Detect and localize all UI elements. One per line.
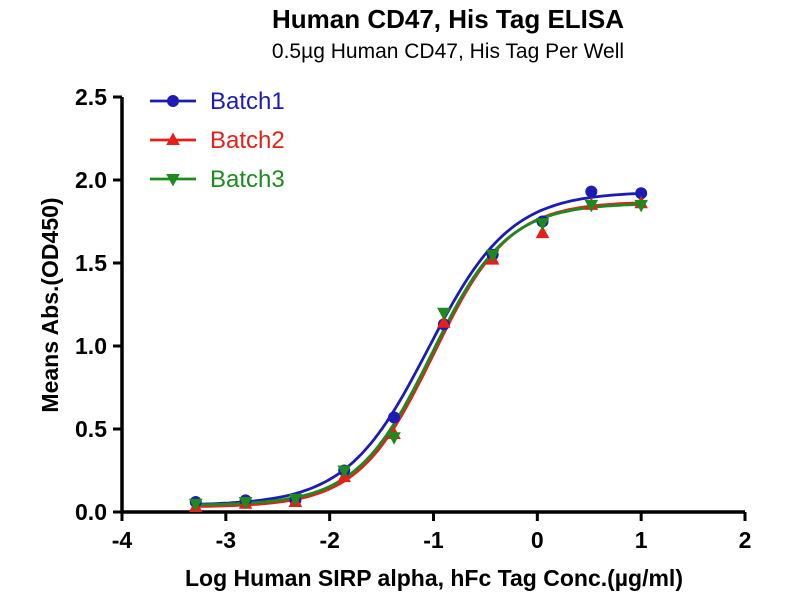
y-tick-label: 0.5 <box>75 416 107 442</box>
legend-label-batch1: Batch1 <box>210 88 285 115</box>
data-point-batch3 <box>188 498 203 512</box>
x-tick-label: 1 <box>635 527 648 553</box>
y-tick-label: 1.5 <box>75 250 107 276</box>
data-point-batch3 <box>437 307 451 321</box>
x-tick-label: -4 <box>112 527 133 553</box>
y-tick-label: 2.5 <box>75 84 107 110</box>
legend-marker-batch1 <box>167 95 179 107</box>
data-point-batch3 <box>485 249 500 263</box>
x-tick-label: 0 <box>531 527 544 553</box>
x-axis-title: Log Human SIRP alpha, hFc Tag Conc.(µg/m… <box>185 565 683 591</box>
data-point-batch1 <box>585 185 598 198</box>
fit-curve-batch2 <box>194 201 642 508</box>
x-tick-label: -2 <box>319 527 339 553</box>
y-tick-label: 0.0 <box>75 499 107 525</box>
data-point-batch1 <box>388 411 401 424</box>
data-point-batch3 <box>535 218 550 231</box>
chart-subtitle: 0.5µg Human CD47, His Tag Per Well <box>272 40 624 63</box>
legend-label-batch2: Batch2 <box>210 127 285 154</box>
x-tick-label: 2 <box>739 527 752 553</box>
data-point-batch3 <box>634 199 648 213</box>
plot-area: 0.0 0.5 1.0 1.5 2.0 2.5 -4 -3 -2 -1 0 1 2 Batch1 Batch… <box>75 84 751 553</box>
y-tick-label: 2.0 <box>75 167 107 193</box>
fit-curve-batch1 <box>194 192 642 506</box>
data-point-batch3 <box>288 493 303 507</box>
legend-label-batch3: Batch3 <box>210 166 285 193</box>
legend-marker-batch2 <box>166 132 180 145</box>
data-point-batch3 <box>584 199 599 213</box>
chart-title: Human CD47, His Tag ELISA <box>272 4 624 34</box>
data-point-batch3 <box>337 465 352 478</box>
fit-curve-batch3 <box>194 203 642 507</box>
legend-marker-batch3 <box>166 174 180 187</box>
y-tick-label: 1.0 <box>75 333 107 359</box>
y-axis-title: Means Abs.(OD450) <box>37 197 63 412</box>
x-tick-label: -1 <box>423 527 444 553</box>
data-point-batch3 <box>387 432 401 445</box>
data-point-batch3 <box>238 497 253 510</box>
data-point-batch2 <box>535 225 550 239</box>
data-point-batch1 <box>635 187 648 200</box>
data-point-batch2 <box>437 315 451 328</box>
x-tick-label: -3 <box>216 527 236 553</box>
